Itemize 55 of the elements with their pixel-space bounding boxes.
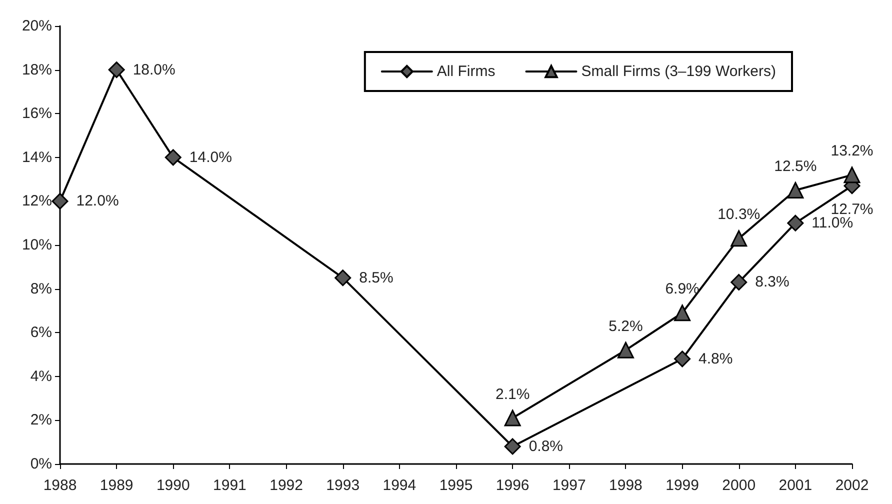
x-tick-label: 1988 <box>43 477 77 494</box>
data-label: 13.2% <box>830 142 874 160</box>
x-tick-label: 1994 <box>382 477 416 494</box>
y-tick-label: 2% <box>30 412 52 429</box>
data-label: 0.8% <box>528 438 564 455</box>
x-tick-label: 1990 <box>156 477 190 494</box>
data-label: 8.5% <box>359 269 394 286</box>
x-tick-label: 1991 <box>213 477 246 494</box>
y-tick-label: 4% <box>30 368 52 385</box>
x-tick-label: 2002 <box>835 477 869 494</box>
point <box>164 149 182 166</box>
point <box>52 192 68 210</box>
y-tick-label: 6% <box>30 324 52 342</box>
point <box>787 182 804 198</box>
y-tick-label: 18% <box>22 61 52 78</box>
x-tick-label: 2000 <box>722 477 756 494</box>
x-tick-label: 1996 <box>496 477 530 494</box>
legend-label: Small Firms (3–199 Workers) <box>581 63 776 80</box>
data-label: 14.0% <box>189 148 232 166</box>
x-tick-label: 1992 <box>270 477 303 494</box>
y-tick-label: 14% <box>22 148 52 166</box>
data-label: 2.1% <box>495 386 530 403</box>
data-label: 12.5% <box>774 158 817 175</box>
point <box>730 230 748 247</box>
x-tick-label: 2001 <box>778 477 812 494</box>
x-tick-label: 1997 <box>552 477 586 494</box>
point <box>504 410 521 426</box>
x-tick-label: 1998 <box>609 477 642 494</box>
point <box>617 342 634 358</box>
x-tick-label: 1999 <box>666 477 699 494</box>
y-tick-label: 10% <box>22 236 52 254</box>
legend-label: All Firms <box>436 63 496 80</box>
data-label: 10.3% <box>718 206 760 224</box>
data-label: 12.0% <box>76 192 119 210</box>
x-tick-label: 1993 <box>326 477 360 494</box>
y-tick-label: 12% <box>22 192 52 210</box>
y-tick-label: 20% <box>22 18 52 34</box>
x-tick-label: 1995 <box>439 477 473 494</box>
y-tick-label: 8% <box>30 280 52 298</box>
data-label: 8.3% <box>755 274 790 291</box>
point <box>844 166 860 184</box>
point <box>730 274 748 290</box>
point <box>787 214 804 232</box>
x-tick-label: 1989 <box>100 477 134 494</box>
y-tick-label: 0% <box>30 456 52 472</box>
y-tick-label: 16% <box>22 105 52 122</box>
data-label: 4.8% <box>698 350 733 368</box>
point <box>108 62 125 78</box>
data-label: 18.0% <box>132 61 176 78</box>
point <box>674 350 691 368</box>
data-label: 5.2% <box>608 318 643 335</box>
data-label: 6.9% <box>665 280 700 298</box>
point <box>674 304 691 322</box>
point <box>334 270 352 286</box>
point <box>504 438 521 455</box>
